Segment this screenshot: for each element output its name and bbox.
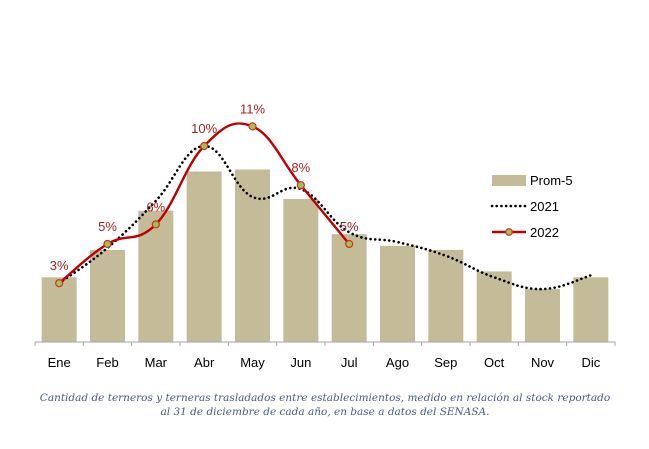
marker-2022-jul bbox=[345, 239, 354, 249]
marker-2022-jun bbox=[296, 181, 305, 190]
chart: Ene Feb Mar Abr May Jun Jul Ago Sep Oct Nov Dic 3% 5… bbox=[34, 101, 616, 370]
x-tick-labels: Ene Feb Mar Abr May Jun Jul Ago Sep Oct Nov Dic bbox=[48, 355, 601, 370]
bar-prom5-may bbox=[235, 169, 270, 342]
bar-prom5-dic bbox=[573, 277, 609, 342]
legend-label-2022: 2022 bbox=[530, 225, 559, 240]
bar-prom5-mar bbox=[138, 210, 174, 342]
legend-marker-2022 bbox=[505, 228, 513, 236]
caption-line-2: al 31 de diciembre de cada año, en base … bbox=[160, 406, 490, 418]
x-label-dic: Dic bbox=[581, 355, 600, 370]
caption-line-1: Cantidad de terneros y terneras traslada… bbox=[39, 392, 611, 404]
legend: Prom-5 2021 2022 bbox=[490, 173, 573, 240]
bar-prom5-abr bbox=[186, 171, 222, 342]
data-label-2022-mar: 6% bbox=[146, 199, 165, 214]
marker-2022-abr bbox=[200, 141, 209, 151]
bar-prom5-ene bbox=[41, 277, 77, 342]
bars-prom5 bbox=[41, 169, 609, 342]
series-2022-markers bbox=[55, 122, 354, 288]
data-label-2022-ene: 3% bbox=[50, 258, 69, 273]
data-label-2022-abr: 10% bbox=[191, 121, 217, 136]
legend-label-2021: 2021 bbox=[530, 199, 559, 214]
marker-2022-feb bbox=[103, 239, 112, 249]
legend-swatch-prom5 bbox=[492, 175, 526, 186]
bar-prom5-jun bbox=[283, 198, 319, 342]
x-label-sep: Sep bbox=[434, 355, 457, 370]
data-label-2022-jun: 8% bbox=[291, 160, 310, 175]
x-label-nov: Nov bbox=[531, 355, 555, 370]
data-label-2022-jul: 5% bbox=[340, 219, 359, 234]
legend-label-prom5: Prom-5 bbox=[530, 173, 573, 188]
marker-2022-mar bbox=[151, 220, 160, 229]
series-2021-line bbox=[57, 144, 593, 291]
x-label-jun: Jun bbox=[290, 355, 311, 370]
bar-prom5-ago bbox=[380, 245, 415, 342]
x-label-may: May bbox=[240, 355, 265, 370]
bar-prom5-sep bbox=[428, 249, 464, 342]
marker-2022-ene bbox=[55, 279, 64, 288]
x-ticks bbox=[34, 342, 616, 346]
bar-prom5-feb bbox=[90, 249, 125, 342]
chart-caption: Cantidad de terneros y terneras traslada… bbox=[20, 391, 630, 419]
x-label-jul: Jul bbox=[341, 355, 358, 370]
marker-2022-may bbox=[248, 122, 257, 131]
x-label-mar: Mar bbox=[145, 355, 168, 370]
x-label-ene: Ene bbox=[48, 355, 71, 370]
x-label-feb: Feb bbox=[96, 355, 118, 370]
data-label-2022-may: 11% bbox=[240, 101, 265, 116]
series-2022-data-labels: 3% 5% 6% 10% 11% 8% 5% bbox=[50, 101, 359, 273]
x-label-abr: Abr bbox=[194, 355, 215, 370]
x-label-ago: Ago bbox=[386, 355, 409, 370]
bar-prom5-nov bbox=[525, 289, 560, 342]
bar-prom5-jul bbox=[331, 234, 367, 342]
data-label-2022-feb: 5% bbox=[98, 219, 117, 234]
bar-prom5-oct bbox=[476, 271, 512, 342]
x-label-oct: Oct bbox=[484, 355, 505, 370]
